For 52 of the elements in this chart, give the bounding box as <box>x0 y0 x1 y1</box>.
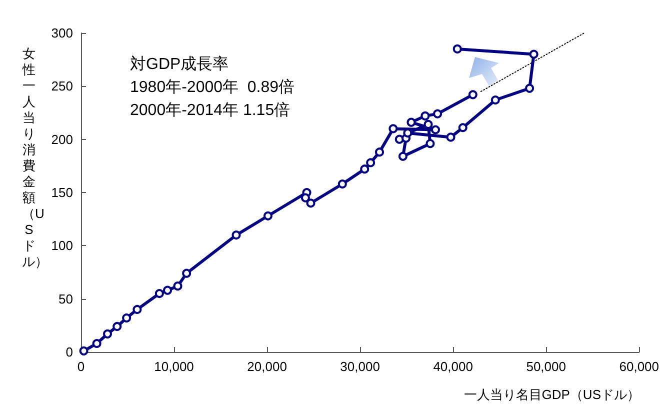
point <box>92 338 102 348</box>
y-tick-label: 100 <box>51 238 73 254</box>
point <box>420 111 430 120</box>
point <box>452 44 462 54</box>
point <box>360 164 370 174</box>
y-tick-label: 200 <box>51 132 73 147</box>
x-tick-label: 20,000 <box>247 359 287 374</box>
point <box>103 329 112 338</box>
point <box>232 230 241 240</box>
x-tick-label: 60,000 <box>619 359 659 374</box>
point <box>306 198 316 208</box>
annotation: 1980年-2000年 0.89倍 <box>130 78 295 98</box>
point <box>525 84 534 93</box>
point <box>112 322 122 331</box>
point <box>388 124 398 134</box>
x-axis-title: 一人当り名目GDP（USドル） <box>464 386 640 404</box>
x-tick-label: 50,000 <box>526 359 566 374</box>
point <box>182 268 192 278</box>
point <box>433 109 442 118</box>
point <box>490 95 500 104</box>
point <box>122 313 132 322</box>
annotation: 対GDP成長率 <box>130 54 229 75</box>
point <box>263 211 272 220</box>
y-tick-label: 250 <box>51 78 73 94</box>
y-tick-label: 50 <box>58 291 73 306</box>
point <box>431 125 440 134</box>
text: 女性一人当り消費金額（USドル） <box>22 46 48 269</box>
point <box>366 158 376 168</box>
x-tick-label: 30,000 <box>340 359 380 374</box>
point <box>300 193 310 202</box>
x-tick-label: 10,000 <box>154 359 194 374</box>
point <box>132 304 142 314</box>
point <box>446 132 456 142</box>
point <box>426 139 435 148</box>
point <box>458 123 468 132</box>
point <box>173 282 182 291</box>
point <box>163 286 172 295</box>
point <box>468 90 478 100</box>
point <box>529 50 538 59</box>
y-tick-label: 300 <box>51 26 73 40</box>
point <box>406 118 416 127</box>
y-tick-label: 0 <box>66 344 73 360</box>
point <box>79 346 88 356</box>
point <box>398 152 408 161</box>
point <box>338 179 347 188</box>
point <box>375 148 384 157</box>
annotation: 2000年-2014年 1.15倍 <box>130 100 290 121</box>
x-tick-label: 40,000 <box>433 359 473 374</box>
x-tick-label: 0 <box>77 359 85 374</box>
point <box>154 289 164 298</box>
y-tick-label: 150 <box>51 185 73 200</box>
point <box>394 134 404 144</box>
